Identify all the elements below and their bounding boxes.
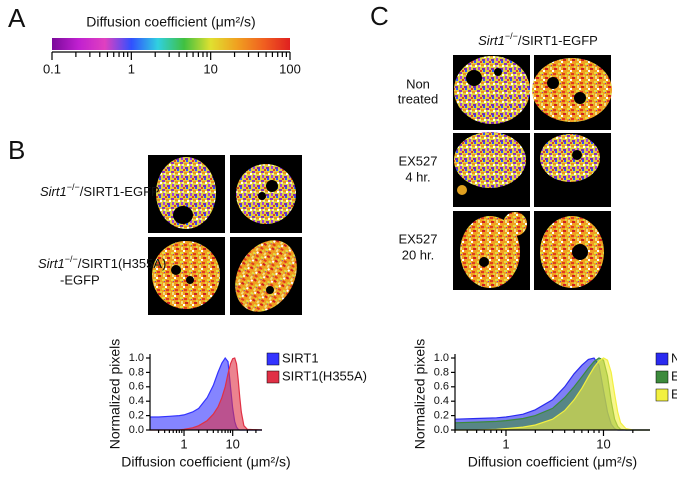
legend-label: EX527 (4 hr) bbox=[671, 368, 677, 383]
label-part: Sirt1 bbox=[38, 256, 65, 271]
colorbar-title: Diffusion coefficient (μm²/s) bbox=[86, 14, 255, 30]
label-part: Sirt1 bbox=[478, 33, 505, 48]
label-part: /SIRT1-EGFP bbox=[80, 184, 160, 199]
y-tick-label: 0.8 bbox=[129, 366, 144, 378]
panel-label: B bbox=[8, 135, 25, 165]
label-part: −/− bbox=[67, 182, 80, 192]
x-tick-label: 1 bbox=[128, 61, 135, 76]
y-tick-label: 0.4 bbox=[434, 395, 449, 407]
legend-swatch bbox=[266, 352, 280, 366]
label-part: /SIRT1(H355A) bbox=[78, 256, 167, 271]
y-tick-label: 0.8 bbox=[434, 366, 449, 378]
legend-swatch bbox=[266, 370, 280, 384]
row-label: Sirt1−/−/SIRT1-EGFP bbox=[40, 182, 160, 199]
y-tick-label: 0.4 bbox=[129, 395, 144, 407]
row-label: EX527 bbox=[398, 231, 437, 246]
area-outline bbox=[455, 357, 650, 431]
panel-title: Sirt1−/−/SIRT1-EGFP bbox=[478, 31, 598, 48]
row-label: -EGFP bbox=[60, 272, 100, 287]
micrograph-grid bbox=[148, 155, 302, 315]
y-tick-label: 0.6 bbox=[434, 381, 449, 393]
x-tick-label: 10 bbox=[203, 61, 217, 76]
row-label: 4 hr. bbox=[405, 169, 430, 184]
x-tick-label: 1 bbox=[180, 436, 187, 451]
legend-swatch bbox=[655, 352, 669, 366]
row-label: Non bbox=[406, 76, 430, 91]
y-tick-label: 1.0 bbox=[129, 352, 144, 364]
legend-label: EX527 (20 hr) bbox=[671, 386, 677, 401]
x-tick-label: 1 bbox=[502, 436, 509, 451]
panel-label: A bbox=[8, 3, 26, 33]
y-tick-label: 0.6 bbox=[129, 381, 144, 393]
area-fill bbox=[455, 358, 650, 430]
micrograph-grid bbox=[453, 55, 612, 290]
legend-swatch bbox=[655, 370, 669, 384]
legend-swatch bbox=[655, 388, 669, 402]
y-axis-label: Normalized pixels bbox=[412, 339, 428, 449]
y-tick-label: 1.0 bbox=[434, 352, 449, 364]
row-label: treated bbox=[398, 91, 438, 106]
colorbar bbox=[52, 38, 290, 50]
x-tick-label: 10 bbox=[596, 436, 610, 451]
y-tick-label: 0.0 bbox=[129, 424, 144, 436]
label-part: Sirt1 bbox=[40, 184, 67, 199]
y-tick-label: 0.0 bbox=[434, 424, 449, 436]
row-label: 20 hr. bbox=[402, 247, 435, 262]
panel-label: C bbox=[370, 1, 389, 31]
x-axis-label: Diffusion coefficient (μm²/s) bbox=[121, 454, 290, 470]
y-axis-label: Normalized pixels bbox=[107, 339, 123, 449]
x-tick-label: 100 bbox=[279, 61, 301, 76]
x-tick-label: 0.1 bbox=[43, 61, 61, 76]
area-fill bbox=[150, 358, 262, 430]
label-part: −/− bbox=[65, 254, 78, 264]
x-axis-label: Diffusion coefficient (μm²/s) bbox=[468, 454, 637, 470]
y-tick-label: 0.2 bbox=[129, 410, 144, 422]
area-fill bbox=[150, 358, 262, 430]
row-label: EX527 bbox=[398, 153, 437, 168]
legend-label: SIRT1 bbox=[282, 350, 319, 365]
label-part: /SIRT1-EGFP bbox=[518, 33, 598, 48]
row-label: Sirt1−/−/SIRT1(H355A) bbox=[38, 254, 166, 271]
x-tick-label: 10 bbox=[225, 436, 239, 451]
label-part: −/− bbox=[505, 31, 518, 41]
legend-label: SIRT1(H355A) bbox=[282, 368, 367, 383]
y-tick-label: 0.2 bbox=[434, 410, 449, 422]
legend-label: Non treated bbox=[671, 350, 677, 365]
